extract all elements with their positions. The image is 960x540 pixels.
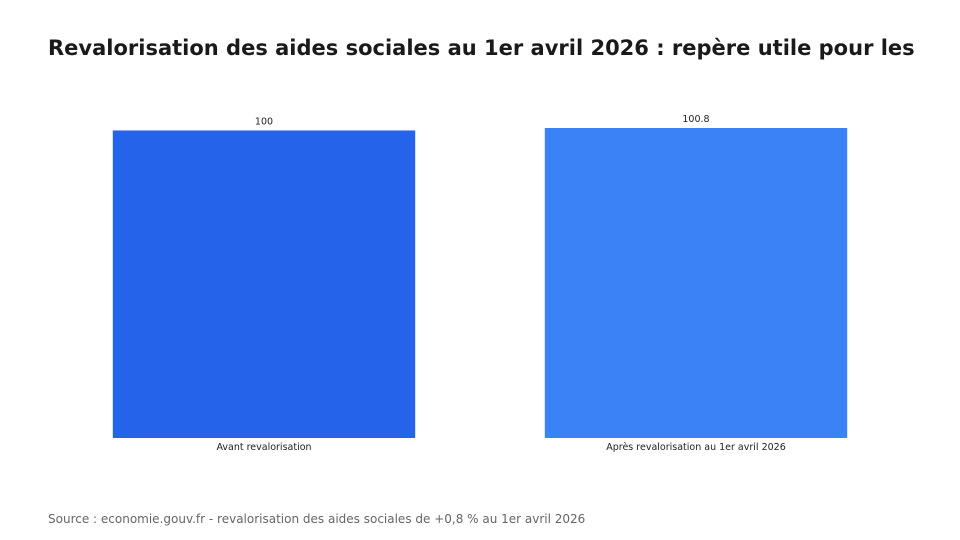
chart-title: Revalorisation des aides sociales au 1er…	[48, 36, 915, 60]
category-label-2: Après revalorisation au 1er avril 2026	[606, 442, 786, 453]
bars-group	[112, 128, 848, 438]
category-label-1: Avant revalorisation	[216, 442, 311, 453]
source-note: Source : economie.gouv.fr - revalorisati…	[48, 512, 586, 526]
labels-group: 100 Avant revalorisation 100.8 Après revalo…	[216, 114, 785, 453]
bar-1	[112, 130, 416, 438]
bar-value-label-1: 100	[255, 116, 273, 127]
bar-2	[544, 128, 848, 438]
bar-value-label-2: 100.8	[682, 114, 709, 125]
